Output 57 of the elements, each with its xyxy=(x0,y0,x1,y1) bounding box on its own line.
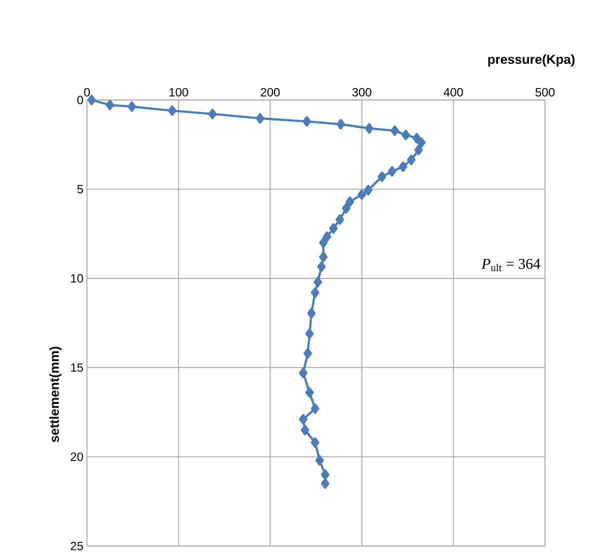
point xyxy=(346,196,354,207)
y-tick-label: 20 xyxy=(70,452,84,462)
x-axis-title: pressure(Kpa) xyxy=(488,54,575,66)
point xyxy=(298,368,308,378)
point xyxy=(302,116,312,127)
point xyxy=(388,166,396,177)
point xyxy=(414,144,423,156)
point xyxy=(398,161,408,172)
point xyxy=(390,125,400,136)
point xyxy=(298,414,308,425)
point xyxy=(304,348,312,359)
point xyxy=(310,437,320,448)
y-tick-label: 5 xyxy=(77,185,83,194)
point xyxy=(305,387,314,398)
point xyxy=(128,101,136,112)
point xyxy=(364,184,372,196)
point xyxy=(358,189,366,200)
x-tick-label: 400 xyxy=(444,88,463,96)
x-tick-label: 100 xyxy=(170,88,188,96)
y-tick-label: 10 xyxy=(71,274,84,283)
point xyxy=(342,203,350,214)
point xyxy=(314,276,322,288)
point xyxy=(319,237,328,248)
point xyxy=(300,424,310,436)
point xyxy=(307,308,316,318)
point xyxy=(106,100,114,110)
point xyxy=(417,137,426,148)
point xyxy=(320,469,330,480)
x-tick-label: 300 xyxy=(352,88,372,96)
point xyxy=(336,214,344,225)
y-axis-title: settlement(mm) xyxy=(49,346,62,442)
point xyxy=(208,108,217,120)
point xyxy=(256,113,264,124)
point xyxy=(407,154,416,166)
point xyxy=(317,261,326,272)
point xyxy=(336,118,345,130)
x-tick-label: 500 xyxy=(536,88,555,96)
point xyxy=(322,231,332,242)
point xyxy=(305,328,314,339)
point xyxy=(320,478,330,489)
point xyxy=(315,455,324,466)
point xyxy=(329,223,338,234)
x-tick-label: 0 xyxy=(84,88,90,96)
y-tick-label: 15 xyxy=(71,363,83,372)
point xyxy=(310,287,320,298)
annotation: P$_{ult}$ = 364 xyxy=(481,258,540,272)
point xyxy=(378,171,386,182)
point xyxy=(364,123,374,134)
y-tick-label: 25 xyxy=(70,542,83,550)
point xyxy=(310,403,320,414)
point xyxy=(402,130,410,140)
point xyxy=(412,132,421,144)
x-tick-label: 200 xyxy=(260,88,280,96)
point xyxy=(168,105,176,116)
point xyxy=(319,252,328,262)
point xyxy=(87,94,96,106)
y-tick-label: 0 xyxy=(77,96,84,104)
